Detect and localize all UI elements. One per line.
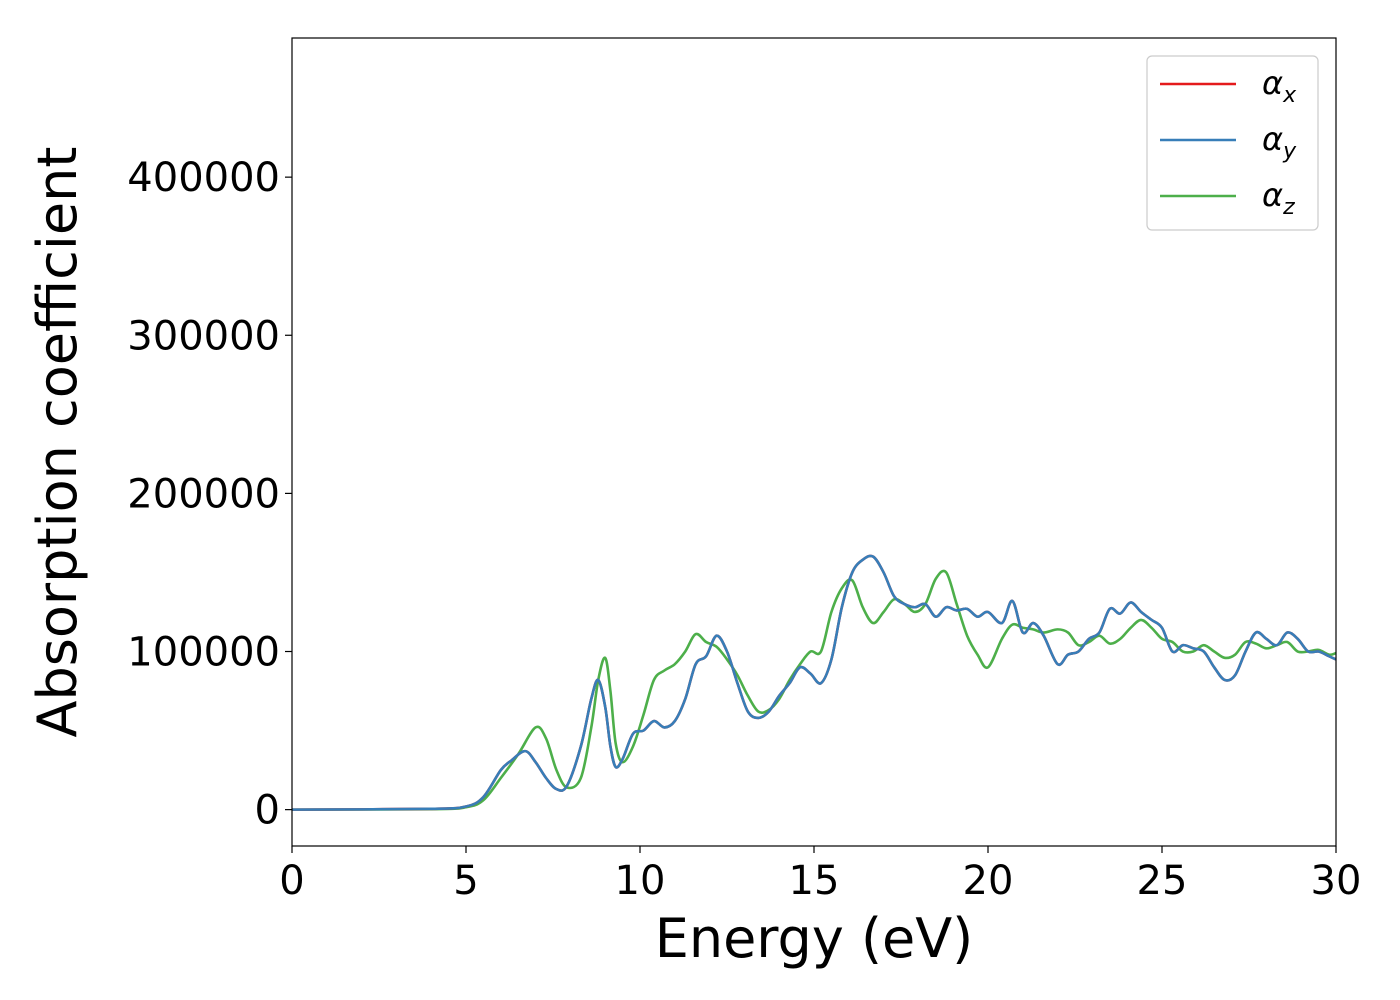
y-axis: 0 100000 200000 300000 400000 xyxy=(127,155,292,834)
x-axis: 0 5 10 15 20 25 30 xyxy=(279,846,1361,904)
x-tick-label: 0 xyxy=(279,858,304,904)
y-tick-label: 300000 xyxy=(127,313,280,359)
x-tick-label: 20 xyxy=(963,858,1014,904)
legend: αx αy αz xyxy=(1146,55,1319,231)
legend-box xyxy=(1146,55,1319,231)
x-tick-label: 25 xyxy=(1137,858,1188,904)
y-tick-label: 0 xyxy=(255,788,280,834)
y-tick-label: 100000 xyxy=(127,630,280,676)
y-tick-label: 400000 xyxy=(127,155,280,201)
legend-label-y: αy xyxy=(1262,120,1297,164)
x-tick-label: 5 xyxy=(453,858,478,904)
y-tick-label: 200000 xyxy=(127,471,280,517)
x-tick-label: 30 xyxy=(1311,858,1362,904)
legend-label-x: αx xyxy=(1262,64,1297,108)
x-axis-label: Energy (eV) xyxy=(655,907,974,970)
y-axis-label: Absorption coefficient xyxy=(26,147,89,738)
legend-label-z: αz xyxy=(1262,176,1295,220)
x-tick-label: 15 xyxy=(789,858,840,904)
series-layer xyxy=(291,554,1337,811)
legend-items: αx αy αz xyxy=(1160,64,1297,220)
series-line-y xyxy=(291,554,1337,811)
series-line-z xyxy=(291,569,1337,811)
x-tick-label: 10 xyxy=(615,858,666,904)
